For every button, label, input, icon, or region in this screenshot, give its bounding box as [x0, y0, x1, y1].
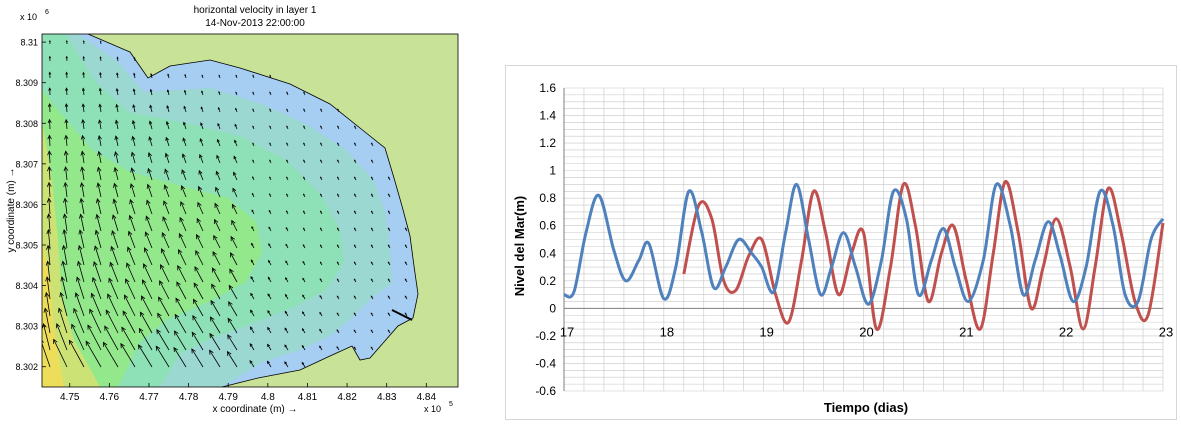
map-y-tick-label: 8.304 — [15, 281, 38, 291]
chart-y-tick-label: -0.6 — [535, 384, 556, 398]
map-y-tick-label: 8.307 — [15, 159, 38, 169]
chart-x-axis-label: Tiempo (dias) — [824, 400, 908, 415]
chart-x-tick-label: 22 — [1059, 324, 1073, 339]
map-x-tick-label: 4.77 — [139, 392, 159, 403]
chart-y-tick-label: 0 — [549, 301, 556, 315]
chart-y-tick-label: 0.8 — [539, 191, 556, 205]
map-x-tick-label: 4.75 — [60, 392, 80, 403]
map-y-ticks: 8.302 8.303 8.304 8.305 8.306 8.307 8.308 8.309… — [15, 38, 46, 373]
chart-x-tick-label: 17 — [560, 324, 574, 339]
map-y-tick-label: 8.308 — [15, 119, 38, 129]
map-plot-area — [40, 34, 458, 387]
chart-x-tick-label: 18 — [660, 324, 674, 339]
map-y-tick-label: 8.31 — [20, 38, 38, 48]
x-exponent-base: x 10 — [424, 404, 441, 414]
chart-x-tick-label: 23 — [1159, 324, 1173, 339]
chart-y-tick-label: 1 — [549, 164, 556, 178]
chart-y-tick-label: 0.4 — [539, 246, 556, 260]
velocity-map-figure: horizontal velocity in layer 1 14-Nov-20… — [0, 0, 470, 423]
chart-x-tick-label: 21 — [959, 324, 973, 339]
map-x-tick-label: 4.76 — [100, 392, 120, 403]
map-x-tick-label: 4.78 — [179, 392, 199, 403]
chart-y-tick-label: -0.2 — [535, 329, 556, 343]
velocity-map-panel: horizontal velocity in layer 1 14-Nov-20… — [0, 0, 470, 423]
chart-y-tick-label: 1.2 — [539, 136, 556, 150]
map-x-tick-label: 4.79 — [218, 392, 238, 403]
map-x-tick-label: 4.83 — [377, 392, 397, 403]
chart-y-tick-label: 0.2 — [539, 274, 556, 288]
map-y-tick-label: 8.302 — [15, 362, 38, 372]
chart-x-tick-label: 20 — [859, 324, 873, 339]
map-x-tick-label: 4.81 — [298, 392, 318, 403]
x-exponent-power: 5 — [449, 401, 453, 408]
chart-y-axis-label: Nivel del Mar(m) — [512, 196, 527, 296]
map-x-axis-label: x coordinate (m) → — [212, 404, 297, 415]
map-y-tick-label: 8.306 — [15, 200, 38, 210]
map-y-tick-label: 8.309 — [15, 78, 38, 88]
chart-y-tick-label: 1.6 — [539, 81, 556, 95]
chart-y-tick-label: 1.4 — [539, 109, 556, 123]
map-x-tick-label: 4.84 — [417, 392, 437, 403]
chart-y-tick-label: -0.4 — [535, 356, 556, 370]
map-x-tick-label: 4.8 — [261, 392, 275, 403]
chart-y-ticks: 1.6 1.4 1.2 1 0.8 0.6 0.4 0.2 0 -0.2 -0.4 -0.6 — [535, 81, 556, 398]
map-y-axis-label: y coordinate (m) → — [6, 167, 17, 252]
y-exponent-base: x 10 — [20, 12, 37, 22]
map-title: horizontal velocity in layer 1 — [194, 5, 317, 16]
map-x-tick-label: 4.82 — [337, 392, 357, 403]
y-exponent-power: 6 — [45, 9, 49, 16]
chart-y-tick-label: 0.6 — [539, 219, 556, 233]
sea-level-chart-panel: 1.6 1.4 1.2 1 0.8 0.6 0.4 0.2 0 -0.2 -0.4 -0.6 17 18… — [505, 65, 1177, 420]
map-y-tick-label: 8.305 — [15, 240, 38, 250]
map-subtitle: 14-Nov-2013 22:00:00 — [205, 18, 305, 29]
map-y-tick-label: 8.303 — [15, 322, 38, 332]
chart-x-tick-label: 19 — [759, 324, 773, 339]
sea-level-chart: 1.6 1.4 1.2 1 0.8 0.6 0.4 0.2 0 -0.2 -0.4 -0.6 17 18… — [506, 66, 1176, 419]
